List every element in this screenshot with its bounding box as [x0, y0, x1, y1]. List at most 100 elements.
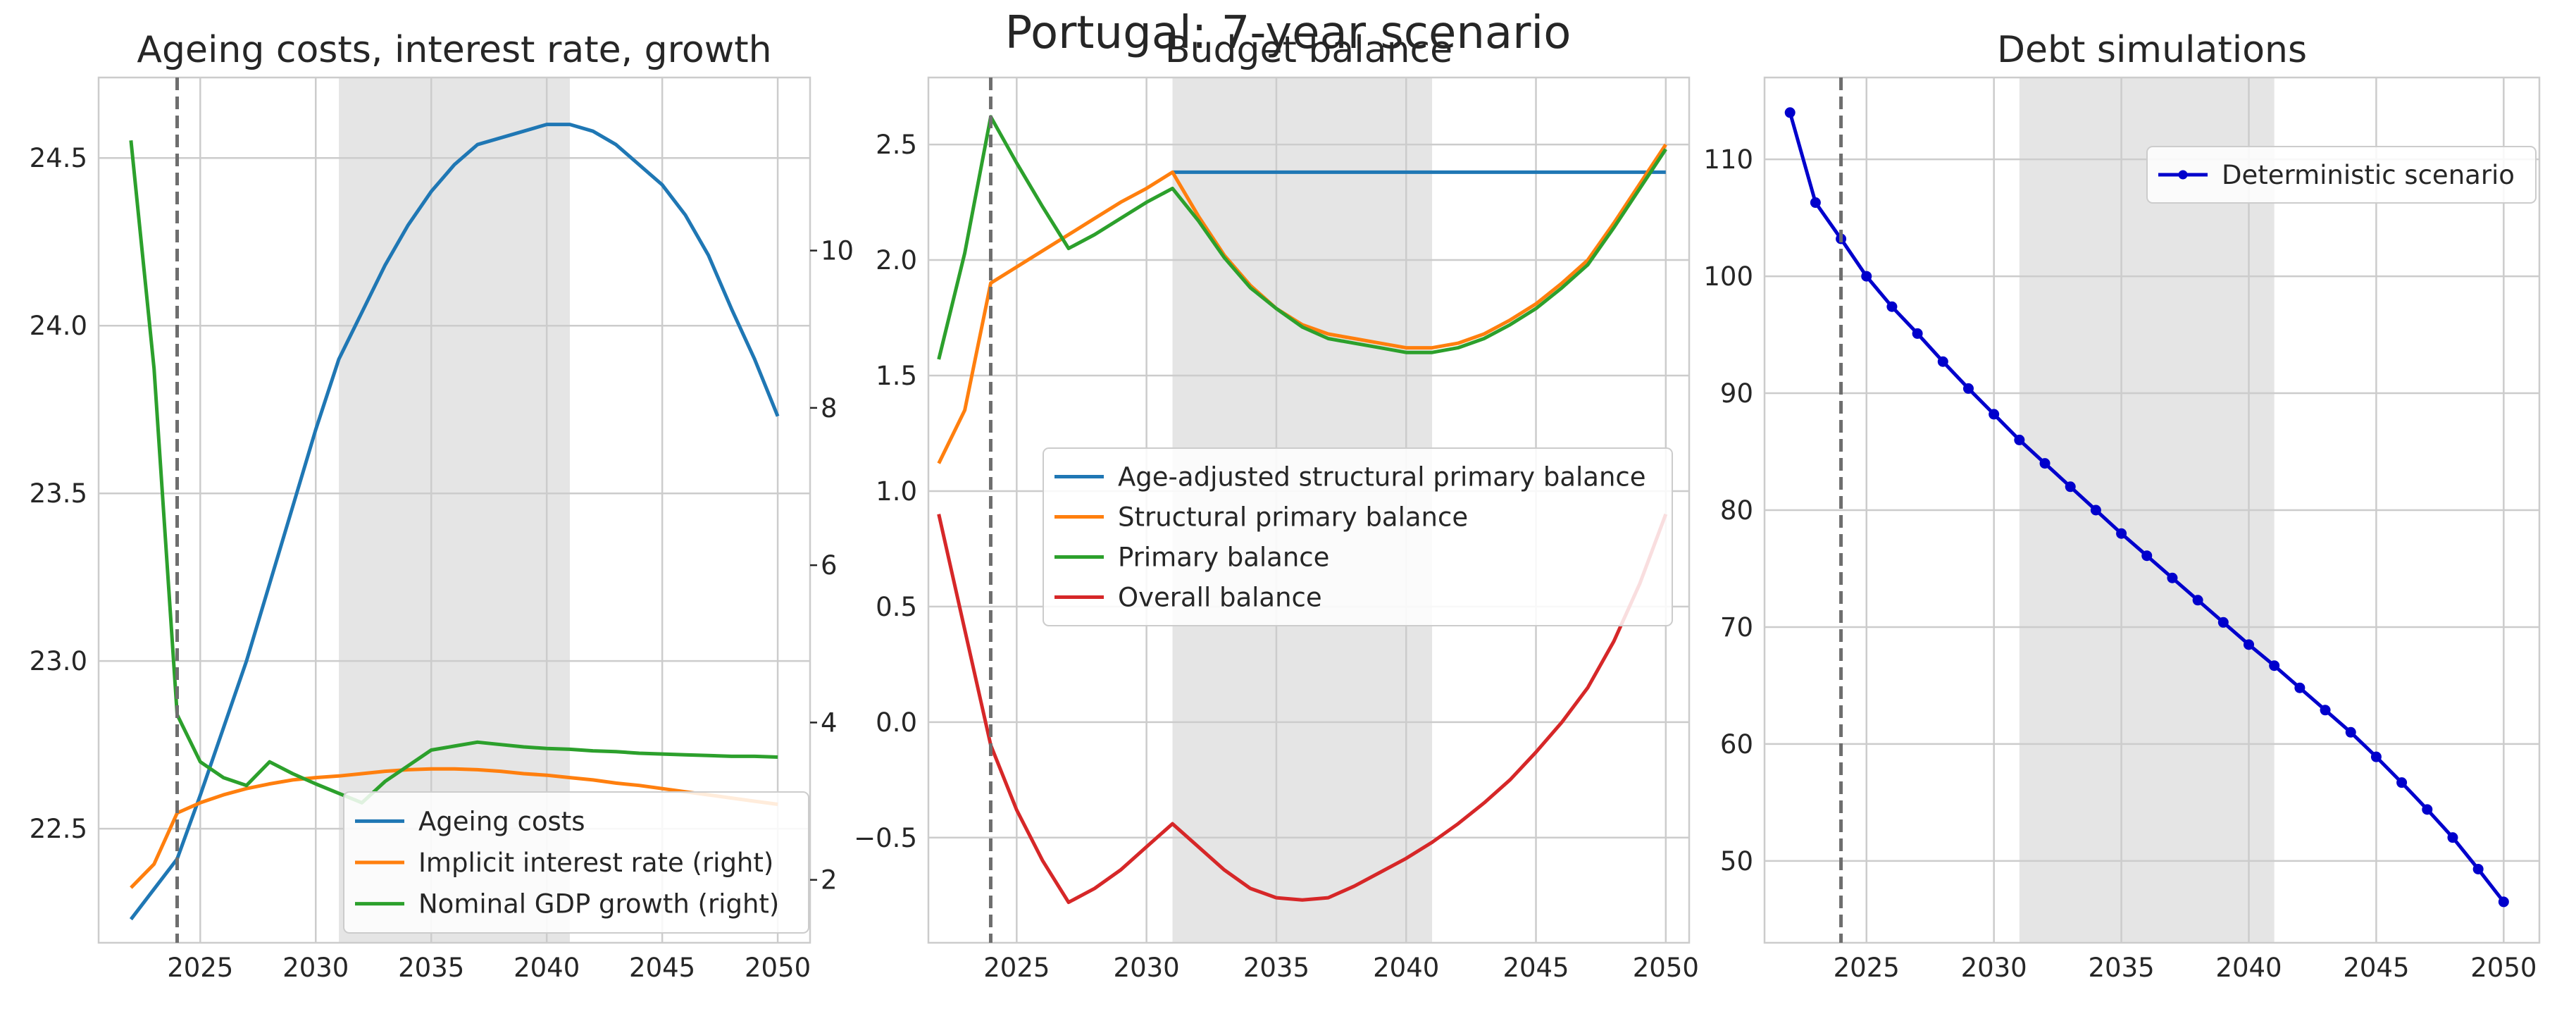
plot-area — [1784, 107, 2509, 908]
chart-3: 2025 2030 2035 2040 2045 2050 50 60 70 80 90 100 110… — [1703, 29, 2541, 983]
x-tick-label: 2045 — [1502, 953, 1569, 983]
figure-title: Portugal: 7-year scenario — [1004, 7, 1572, 59]
legend-label: Nominal GDP growth (right) — [418, 889, 779, 920]
series-point — [2244, 639, 2254, 650]
legend-label: Ageing costs — [418, 806, 585, 836]
y-tick-label: 70 — [1720, 612, 1753, 643]
y2-tick-label: 4 — [821, 707, 838, 738]
series-line — [129, 140, 778, 805]
x-tick-label: 2045 — [629, 953, 695, 983]
x-tick-label: 2035 — [1243, 953, 1309, 983]
series-point — [2116, 528, 2127, 539]
y-tick-label: 1.5 — [876, 361, 917, 391]
y-tick-label: −0.5 — [854, 823, 917, 853]
plot-frame — [97, 76, 811, 944]
y-tick-label: 0.5 — [876, 592, 917, 622]
series-point — [1989, 409, 2000, 420]
legend-label: Age-adjusted structural primary balance — [1118, 462, 1646, 493]
series-point — [2320, 705, 2331, 716]
y-tick-label: 22.5 — [30, 814, 87, 844]
y-tick-label: 1.0 — [876, 476, 917, 507]
legend-label: Implicit interest rate (right) — [418, 848, 773, 878]
series-point — [2269, 660, 2280, 671]
series-line — [937, 513, 1668, 905]
series-point — [2090, 505, 2101, 516]
x-tick-label: 2050 — [2470, 953, 2537, 983]
y-tick-label: 24.0 — [30, 311, 87, 341]
plot-area — [129, 123, 780, 921]
series-point — [1912, 328, 1923, 339]
x-tick-label: 2050 — [745, 953, 811, 983]
legend-box — [343, 791, 809, 934]
series-point — [2294, 682, 2306, 693]
chart-2: 2025 2030 2035 2040 2045 2050 −0.5 0.0 0.5 1.0 1.5… — [854, 29, 1699, 983]
legend-label: Primary balance — [1118, 543, 1329, 573]
series-line — [937, 143, 1667, 464]
x-tick-label: 2040 — [2215, 953, 2282, 983]
x-tick-label: 2050 — [1633, 953, 1699, 983]
y-tick-label: 23.5 — [30, 478, 87, 509]
y-tick-label: 80 — [1720, 495, 1753, 526]
x-tick-label: 2040 — [514, 953, 580, 983]
x-tick-label: 2025 — [1834, 953, 1900, 983]
y-tick-label: 110 — [1703, 144, 1753, 175]
series-point — [1937, 356, 1948, 367]
series-point — [1784, 107, 1796, 118]
series-line — [129, 123, 780, 921]
x-tick-label: 2030 — [1114, 953, 1180, 983]
y-tick-label: 2.5 — [876, 130, 917, 160]
series-point — [2217, 617, 2229, 628]
x-tick-label: 2030 — [1961, 953, 2027, 983]
legend: Ageing costs Implicit interest rate (righ… — [343, 791, 809, 934]
x-tick-label: 2035 — [398, 953, 464, 983]
chart-1: 2025 2030 2035 2040 2045 2050 22.5 23.0 23.5 24.0… — [30, 29, 854, 983]
legend-box — [2146, 146, 2537, 204]
chart-title: Budget balance — [1165, 29, 1452, 71]
legend-label: Structural primary balance — [1118, 502, 1468, 533]
x-tick-label: 2045 — [2343, 953, 2409, 983]
series-point — [2192, 595, 2203, 606]
series-point — [2447, 832, 2458, 843]
y-tick-label: 90 — [1720, 378, 1753, 409]
chart-title: Debt simulations — [1997, 29, 2307, 71]
plot-frame — [927, 76, 1691, 944]
series-point — [2014, 434, 2025, 445]
series-point — [2370, 751, 2382, 762]
series-point — [2141, 550, 2153, 562]
series-point — [2039, 458, 2051, 469]
chart-title: Ageing costs, interest rate, growth — [137, 29, 771, 71]
legend: Deterministic scenario — [2146, 146, 2537, 204]
y2-tick-label: 8 — [821, 393, 838, 423]
x-tick-label: 2035 — [2088, 953, 2154, 983]
series-point — [1861, 271, 1872, 282]
series-line — [130, 767, 778, 889]
series-point — [1962, 383, 1974, 394]
plot-frame — [1763, 76, 2541, 944]
series-point — [2167, 572, 2178, 583]
legend: Age-adjusted structural primary balance S… — [1043, 447, 1673, 626]
y-tick-label: 2.0 — [876, 245, 917, 276]
y2-tick-label: 2 — [821, 865, 838, 896]
series-point — [2345, 726, 2356, 738]
y-tick-label: 60 — [1720, 729, 1753, 760]
x-tick-label: 2030 — [282, 953, 349, 983]
legend-label: Overall balance — [1118, 583, 1322, 613]
y-tick-label: 0.0 — [876, 707, 917, 738]
series-point — [2422, 804, 2433, 815]
plot-area — [937, 115, 1668, 905]
y2-tick-label: 6 — [821, 550, 838, 581]
y-tick-label: 23.0 — [30, 646, 87, 676]
series-point — [1810, 197, 1821, 209]
legend-marker — [2178, 170, 2188, 180]
legend-box — [1043, 447, 1673, 626]
legend-label: Deterministic scenario — [2222, 160, 2515, 190]
series-point — [2065, 481, 2076, 493]
y-tick-label: 100 — [1703, 261, 1753, 292]
series-point — [2472, 863, 2484, 874]
y2-tick-label: 10 — [821, 236, 854, 266]
series-point — [1886, 301, 1898, 312]
x-tick-label: 2040 — [1373, 953, 1439, 983]
y-tick-label: 50 — [1720, 846, 1753, 877]
